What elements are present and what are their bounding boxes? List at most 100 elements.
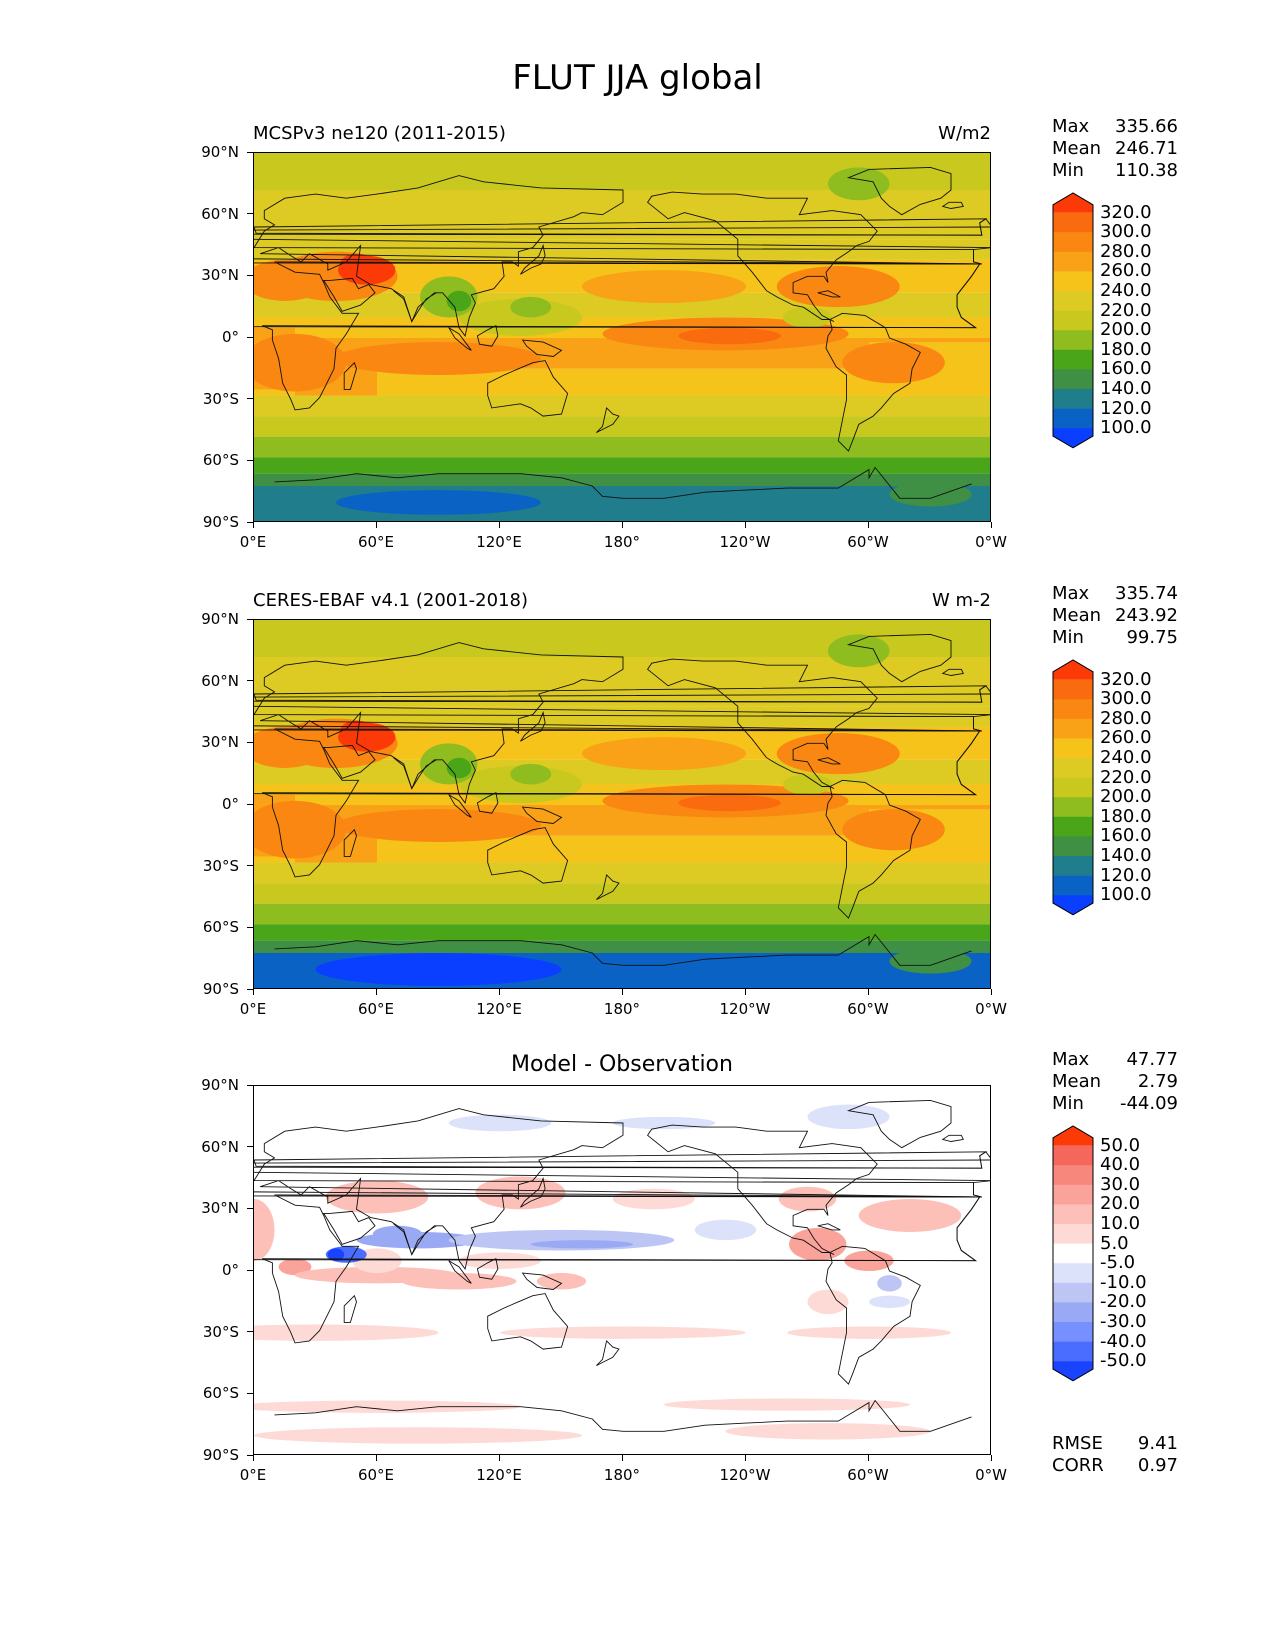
latitude-band [254,862,990,884]
coastline-arabia [322,1210,376,1245]
coastline-sumatra [448,794,472,818]
panel-center-title: Model - Observation [511,1052,733,1077]
stat-row: Mean 2.79 [1052,1071,1178,1093]
greenland-low [828,634,890,668]
colorbar-wrapper [1052,659,1094,920]
colorbar-tick-label: 260.0 [1100,727,1152,749]
positive-anomaly [725,1423,931,1440]
longitude-tick-label: 0°W [975,1000,1007,1018]
latitude-tick-label: 30°N [201,733,239,752]
longitude-tick-label: 60°E [357,1000,395,1018]
coastline-uk [254,685,990,703]
latitude-tick-label: 90°N [201,610,239,628]
latitude-tick-label: 60°N [201,1137,239,1156]
coastline-eurasia [254,175,982,337]
longitude-tick [867,1455,869,1461]
longitude-tick [252,522,254,528]
colorbar-segment [1053,330,1093,351]
latitude-tick-label: 30°S [202,856,239,875]
latitude-tick [247,336,253,338]
latitude-tick [247,803,253,805]
colorbar-tick-label: 300.0 [1100,221,1152,243]
longitude-tick-label: 120°W [719,533,771,551]
stat-row: Min -44.09 [1052,1093,1178,1115]
colorbar-tick-label: 120.0 [1100,864,1152,886]
west-pacific-low [510,763,552,785]
panel-units: W m-2 [931,590,991,611]
colorbar-segment [1053,232,1093,253]
coastline-samerica [825,312,921,452]
coastline-namerica [646,191,878,323]
longitude-tick-label: 120°W [719,1000,771,1018]
longitude-tick [990,1455,992,1461]
colorbar-extend-max [1053,192,1093,213]
colorbar-tick-label: -5.0 [1100,1252,1136,1274]
negative-anomaly [530,1240,634,1249]
coastline-iceland [941,1134,964,1142]
positive-anomaly [500,1326,746,1339]
colorbar-tick-label: 180.0 [1100,805,1152,827]
positive-anomaly [664,1398,910,1411]
colorbar-segment [1053,816,1093,837]
latitude-band [254,706,990,727]
stat-value: 246.71 [1115,138,1178,159]
colorbar-segment [1053,1341,1093,1362]
colorbar-segment [1053,1204,1093,1225]
longitude-tick [744,989,746,995]
coastline-nz [596,1340,620,1367]
coastline-japan [520,243,546,275]
colorbar [1052,1125,1094,1382]
colorbar-segment [1053,251,1093,272]
colorbar-outline [1052,192,1094,449]
south-atlantic-max [842,809,945,851]
colorbar-extend-min [1053,1361,1093,1381]
stat-value: 0.97 [1137,1455,1178,1476]
latitude-tick [247,1146,253,1148]
coastline-madagascar [343,828,357,857]
monsoon-core [446,757,472,779]
stat-row: CORR 0.97 [1052,1455,1178,1477]
colorbar-tick-label: 220.0 [1100,299,1152,321]
longitude-tick [990,989,992,995]
stat-value: 2.79 [1137,1071,1178,1092]
coastline-sumatra [448,327,472,351]
colorbar-segment [1053,855,1093,876]
latitude-band [254,924,990,941]
latitude-tick-label: 30°S [202,1322,239,1341]
coastline-antarctica [274,933,972,966]
positive-anomaly [858,1199,962,1232]
latitude-tick-label: 60°N [201,204,239,223]
coastline-uk [254,1151,990,1169]
coastline-namerica [646,1124,878,1256]
colorbar-segment [1053,1321,1093,1342]
negative-anomaly [327,1248,345,1261]
colorbar-tick-label: -30.0 [1100,1311,1147,1332]
iran-max [340,253,373,275]
longitude-tick-label: 180° [603,1000,641,1018]
coastline-cuba [817,1223,841,1231]
positive-anomaly [787,1326,951,1339]
latitude-band [254,903,990,925]
contour-field [254,1086,990,1454]
east-pacific-core [678,327,781,345]
latitude-tick [247,521,253,523]
stat-value: 335.66 [1115,116,1178,137]
latitude-band [254,473,990,486]
map-canvas [254,620,990,988]
longitude-tick-label: 0°E [239,1466,267,1484]
colorbar-tick-label: 160.0 [1100,825,1152,847]
stat-label: Min [1052,160,1084,181]
colorbar-segment [1053,757,1093,778]
latitude-tick [247,1392,253,1395]
stat-row: Max 47.77 [1052,1049,1178,1071]
coastline-newguinea [521,1272,563,1290]
negative-anomaly [877,1275,902,1292]
negative-anomaly [807,1104,890,1130]
stat-value: 335.74 [1115,583,1178,604]
longitude-tick-label: 180° [603,533,641,551]
longitude-tick [498,522,500,528]
coastline-greenland [846,1099,952,1149]
latitude-tick [247,274,253,277]
coastline-samerica [825,1245,921,1385]
negative-anomaly [694,1219,757,1241]
